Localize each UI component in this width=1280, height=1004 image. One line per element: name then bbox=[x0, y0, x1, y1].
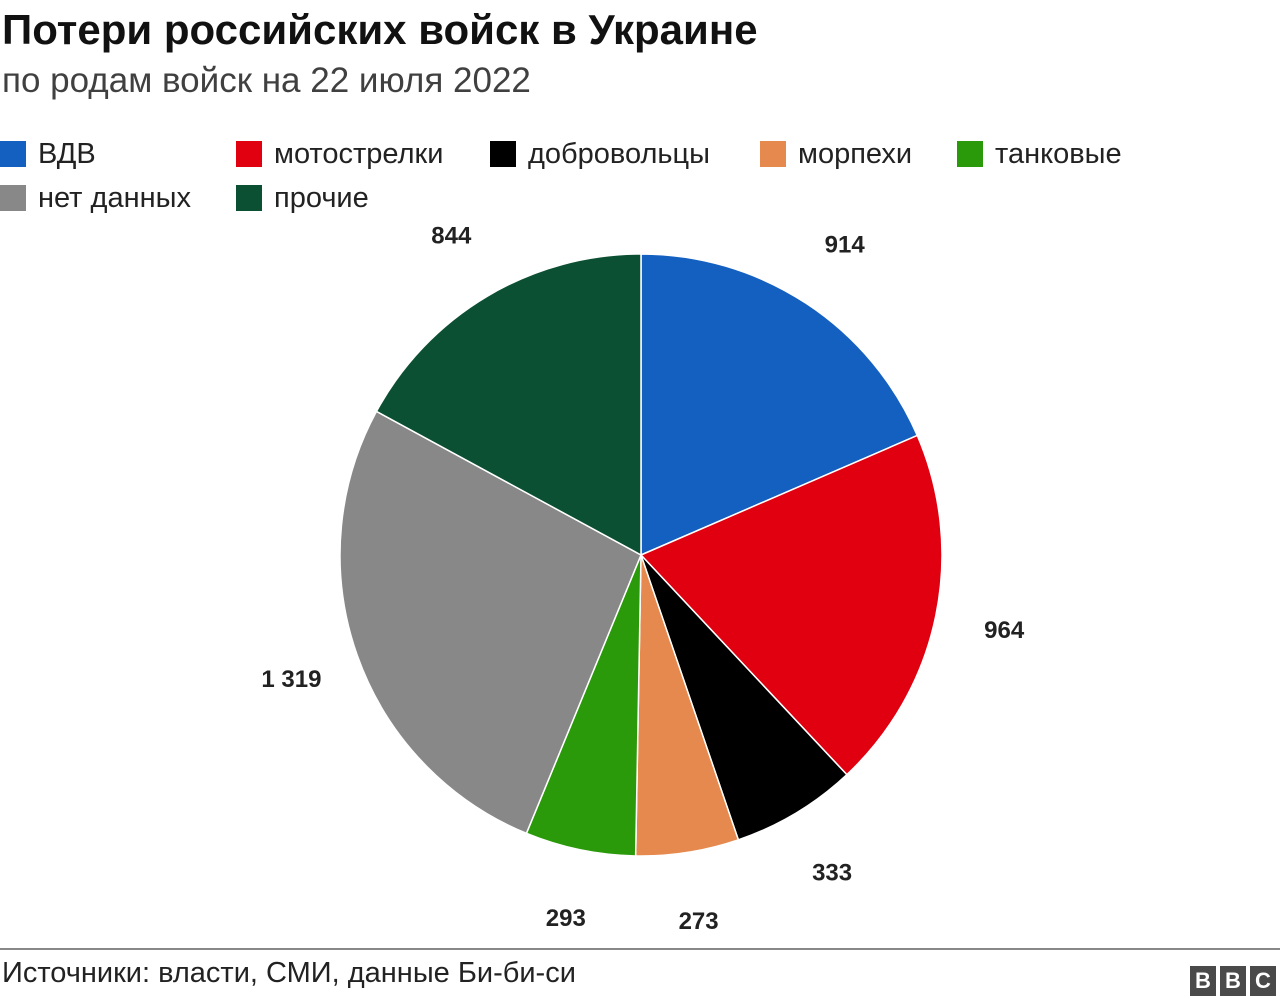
legend-label-motorized-rifle: мотострелки bbox=[274, 137, 444, 170]
legend-item-other: прочие bbox=[236, 178, 369, 218]
legend-swatch-marines bbox=[760, 141, 786, 167]
legend-item-vdv: ВДВ bbox=[0, 134, 96, 174]
pie-data-label: 1 319 bbox=[261, 666, 321, 693]
legend-label-other: прочие bbox=[274, 181, 369, 214]
legend-item-marines: морпехи bbox=[760, 134, 912, 174]
legend-item-volunteers: добровольцы bbox=[490, 134, 710, 174]
pie-data-label: 273 bbox=[679, 908, 719, 935]
pie-slice bbox=[640, 253, 919, 557]
pie-slices bbox=[339, 253, 943, 857]
pie-slice bbox=[375, 253, 642, 557]
chart-title: Потери российских войск в Украине bbox=[2, 6, 758, 53]
legend-label-tank: танковые bbox=[995, 137, 1122, 170]
pie-slice bbox=[639, 434, 943, 776]
chart-subtitle: по родам войск на 22 июля 2022 bbox=[2, 61, 531, 100]
legend-swatch-tank bbox=[957, 141, 983, 167]
bbc-logo-letter: B bbox=[1220, 966, 1246, 996]
pie-slice bbox=[339, 410, 642, 835]
bbc-logo-letter: C bbox=[1250, 966, 1276, 996]
legend-label-no-data: нет данных bbox=[38, 181, 191, 214]
pie-data-label: 914 bbox=[825, 231, 866, 258]
pie-data-label: 844 bbox=[431, 223, 472, 250]
legend-swatch-motorized-rifle bbox=[236, 141, 262, 167]
source-note: Источники: власти, СМИ, данные Би-би-си bbox=[2, 957, 576, 989]
legend-label-vdv: ВДВ bbox=[38, 137, 96, 170]
legend-swatch-vdv bbox=[0, 141, 26, 167]
legend-swatch-other bbox=[236, 185, 262, 211]
bbc-logo-letter: B bbox=[1190, 966, 1216, 996]
legend-item-tank: танковые bbox=[957, 134, 1122, 174]
legend-label-marines: морпехи bbox=[798, 137, 913, 170]
bbc-logo: B B C bbox=[1190, 966, 1276, 996]
pie-data-labels: 914 964 333 273 293 1 319 844 bbox=[261, 223, 1025, 935]
legend-label-volunteers: добровольцы bbox=[528, 137, 710, 170]
chart-legend: ВДВ мотострелки добровольцы морпехи танк… bbox=[0, 134, 1270, 224]
pie-data-label: 293 bbox=[546, 905, 586, 932]
pie-slice bbox=[640, 554, 848, 841]
legend-item-motorized-rifle: мотострелки bbox=[236, 134, 443, 174]
legend-swatch-volunteers bbox=[490, 141, 516, 167]
legend-swatch-no-data bbox=[0, 185, 26, 211]
pie-data-label: 333 bbox=[812, 860, 852, 887]
legend-item-no-data: нет данных bbox=[0, 178, 191, 218]
pie-data-label: 964 bbox=[984, 617, 1025, 644]
footer-divider bbox=[0, 948, 1280, 950]
